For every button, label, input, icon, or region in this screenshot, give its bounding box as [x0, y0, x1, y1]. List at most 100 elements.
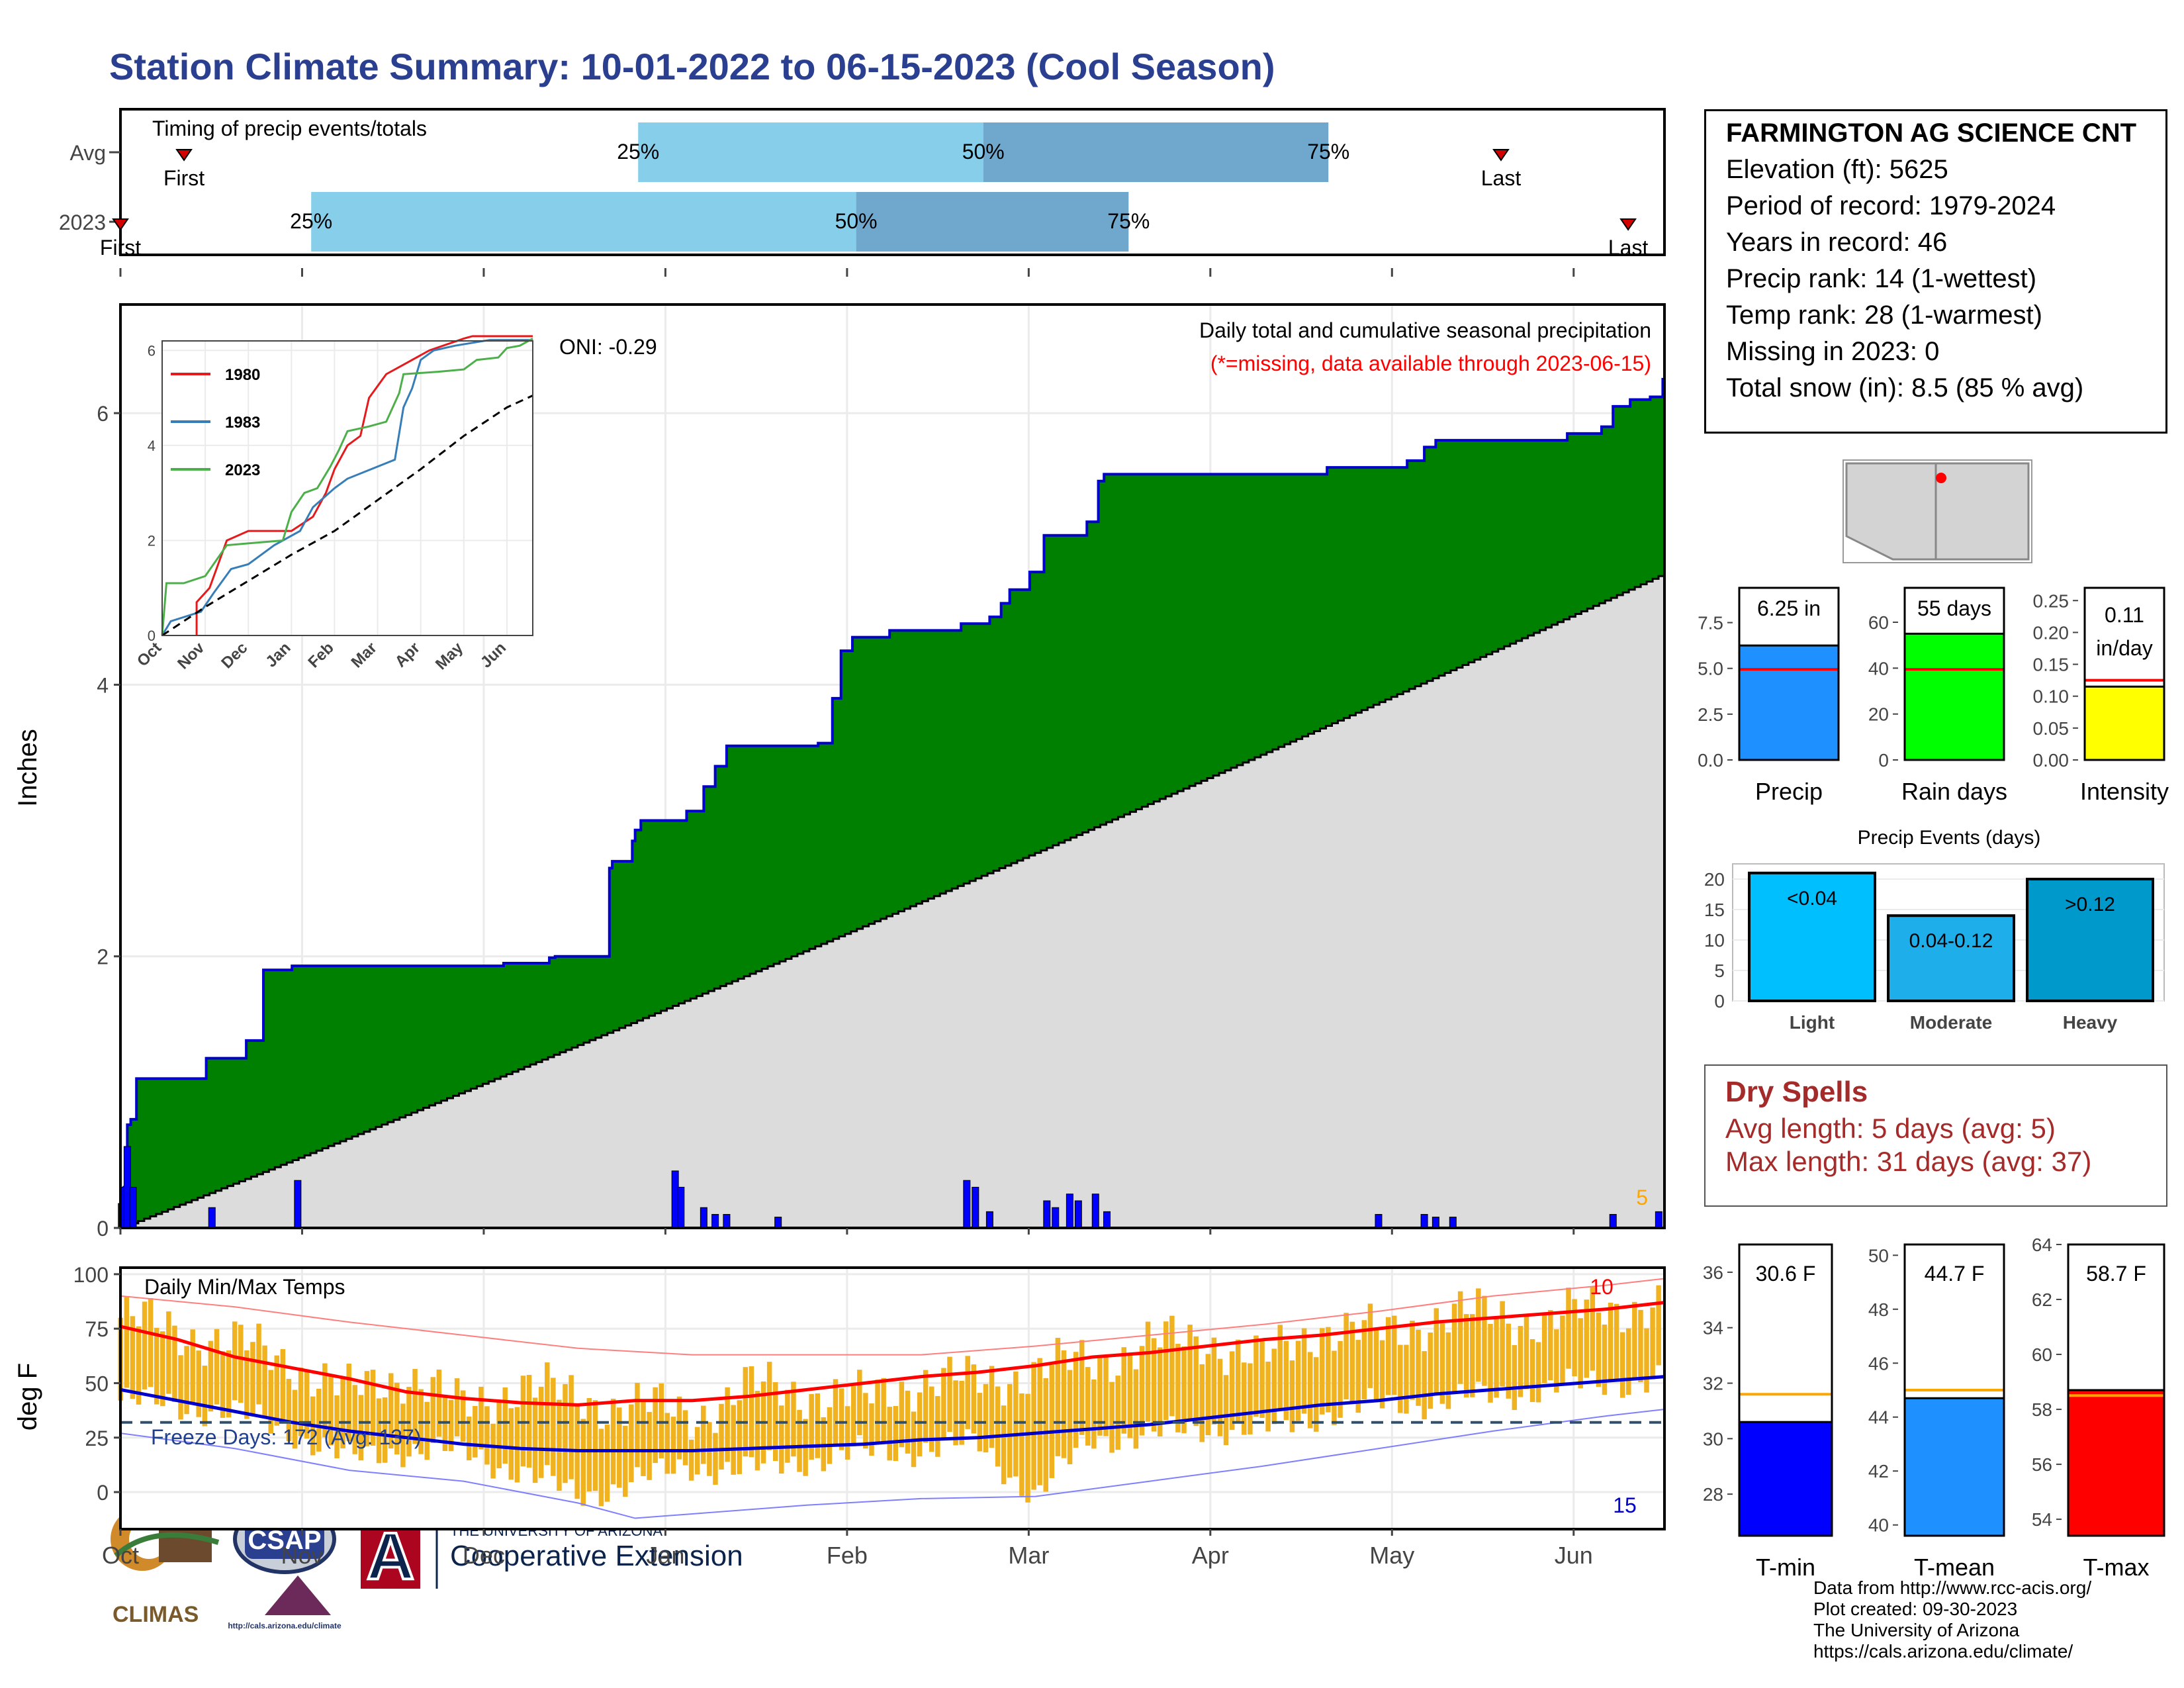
summary-bar-value-label: 6.25 in — [1757, 596, 1821, 620]
temp-summary-bar-ytick-label: 32 — [1703, 1374, 1723, 1394]
timing-pct-label: 75% — [1107, 209, 1150, 233]
daily-temp-range-bar — [400, 1403, 406, 1468]
summary-bar-frame — [1903, 586, 2005, 761]
daily-temp-range-bar — [869, 1403, 874, 1456]
timing-pct-label: 25% — [290, 209, 332, 233]
daily-precip-bar — [1091, 1194, 1099, 1229]
daily-temp-range-bar — [850, 1385, 856, 1446]
temp-summary-bar-ytick-label: 42 — [1868, 1461, 1889, 1481]
daily-temp-range-bar — [815, 1393, 821, 1458]
timing-panel-label: Timing of precip events/totals — [152, 117, 427, 140]
daily-temp-range-bar — [1560, 1315, 1565, 1385]
record-max-line — [120, 1278, 1665, 1356]
daily-temp-range-bar — [1518, 1326, 1524, 1397]
ua-letter: A — [367, 1519, 414, 1593]
daily-temp-range-bar — [1133, 1369, 1139, 1449]
temp-summary-bar-category-label: T-min — [1756, 1554, 1815, 1581]
precip-ytick-label: 4 — [97, 673, 109, 697]
daily-temp-range-bar — [430, 1377, 436, 1444]
daily-temp-range-bar — [1019, 1393, 1024, 1496]
daily-precip-bar — [1375, 1213, 1383, 1229]
precip-corner-label: 5 — [1636, 1186, 1648, 1209]
events-bar-label: 0.04-0.12 — [1909, 930, 1993, 952]
daily-temp-range-bar — [772, 1382, 778, 1462]
daily-temp-range-bar — [478, 1386, 484, 1450]
daily-temp-range-bar — [1121, 1347, 1126, 1434]
daily-temp-range-bar — [1205, 1354, 1211, 1436]
daily-temp-range-bar — [1602, 1324, 1608, 1395]
daily-temp-range-bar — [1073, 1352, 1079, 1448]
temp-summary-value-label: 30.6 F — [1756, 1262, 1816, 1286]
timing-marker-label: Last — [1608, 236, 1649, 259]
daily-temp-range-bar — [1416, 1329, 1421, 1406]
precip-ytick-label: 2 — [97, 945, 109, 969]
daily-temp-range-bar — [376, 1398, 382, 1464]
daily-temp-range-bar — [1566, 1288, 1571, 1369]
daily-precip-bar — [1074, 1200, 1082, 1229]
inset-ytick-label: 4 — [148, 438, 156, 454]
daily-temp-range-bar — [448, 1399, 454, 1452]
daily-temp-range-bar — [214, 1329, 220, 1405]
inset-series-line — [161, 338, 533, 636]
temp-summary-bar-ytick-label: 34 — [1703, 1318, 1723, 1338]
daily-temp-range-bar — [725, 1387, 730, 1462]
daily-temp-range-bar — [893, 1405, 899, 1461]
station-info-line: Elevation (ft): 5625 — [1726, 155, 1948, 184]
daily-temp-range-bar — [959, 1380, 964, 1445]
temp-ytick-label: 75 — [85, 1317, 109, 1341]
daily-temp-range-bar — [1638, 1309, 1643, 1383]
events-ytick-label: 15 — [1704, 900, 1725, 920]
temp-xtick-label: Jan — [646, 1542, 684, 1569]
daily-temp-range-bar — [833, 1379, 839, 1446]
daily-temp-range-bar — [178, 1355, 183, 1420]
avg-min-line — [120, 1375, 1665, 1452]
station-info-line: Years in record: 46 — [1726, 228, 1948, 257]
summary-bar-ytick-label: 5.0 — [1698, 659, 1723, 679]
daily-precip-bar — [129, 1186, 137, 1229]
daily-temp-range-bar — [1097, 1356, 1103, 1436]
events-title: Precip Events (days) — [1858, 827, 2041, 849]
daily-temp-range-bar — [827, 1407, 833, 1464]
daily-temp-range-bar — [947, 1356, 952, 1432]
summary-bar-value-bar — [2083, 685, 2165, 761]
timing-pct-label: 50% — [835, 209, 878, 233]
daily-temp-range-bar — [1091, 1379, 1097, 1449]
daily-temp-range-bar — [1277, 1325, 1283, 1411]
daily-temp-range-bar — [1211, 1337, 1217, 1425]
station-info-line: Precip rank: 14 (1-wettest) — [1726, 264, 2037, 293]
arizona-nm-map — [1843, 459, 2032, 563]
daily-temp-range-bar — [1049, 1364, 1055, 1478]
temp-summary-value-label: 44.7 F — [1925, 1262, 1985, 1286]
daily-precip-bar — [294, 1180, 302, 1229]
csap-text: CSAP — [248, 1526, 321, 1555]
daily-temp-range-bar — [1379, 1340, 1385, 1409]
daily-temp-range-bar — [1439, 1323, 1445, 1404]
temp-summary-bar-ytick-label: 58 — [2032, 1399, 2052, 1420]
temp-summary-bar-ytick-label: 62 — [2032, 1289, 2052, 1310]
csap-url: http://cals.arizona.edu/climate — [228, 1621, 341, 1630]
daily-temp-range-bar — [875, 1380, 880, 1442]
daily-temp-range-bar — [280, 1349, 286, 1423]
temp-xtick-label: Apr — [1192, 1542, 1229, 1569]
daily-temp-range-bar — [839, 1388, 844, 1450]
daily-precip-bar — [1103, 1211, 1111, 1229]
station-info-box: FARMINGTON AG SCIENCE CNT Elevation (ft)… — [1704, 109, 2167, 434]
events-category-label: Moderate — [1910, 1012, 1992, 1033]
precip-average-area — [120, 573, 1666, 1229]
daily-temp-range-bar — [1355, 1340, 1361, 1413]
daily-temp-range-bar — [1476, 1288, 1481, 1382]
station-info-line: Total snow (in): 8.5 (85 % avg) — [1726, 373, 2084, 402]
daily-temp-range-bar — [202, 1365, 208, 1427]
daily-temp-range-bar — [1457, 1291, 1463, 1384]
events-category-label: Heavy — [2063, 1012, 2118, 1033]
record-min-line — [120, 1408, 1665, 1519]
daily-precip-bar — [774, 1217, 782, 1229]
events-bar — [1748, 871, 1876, 1003]
daily-temp-range-bar — [1488, 1324, 1493, 1403]
summary-bar-value-label: in/day — [2096, 636, 2152, 660]
inset-legend-label: 1983 — [225, 414, 260, 432]
summary-bar-ytick-label: 0.15 — [2033, 655, 2070, 675]
daily-temp-range-bar — [436, 1369, 442, 1437]
summary-bar-ytick-label: 40 — [1868, 658, 1889, 679]
daily-temp-range-bar — [598, 1429, 604, 1507]
